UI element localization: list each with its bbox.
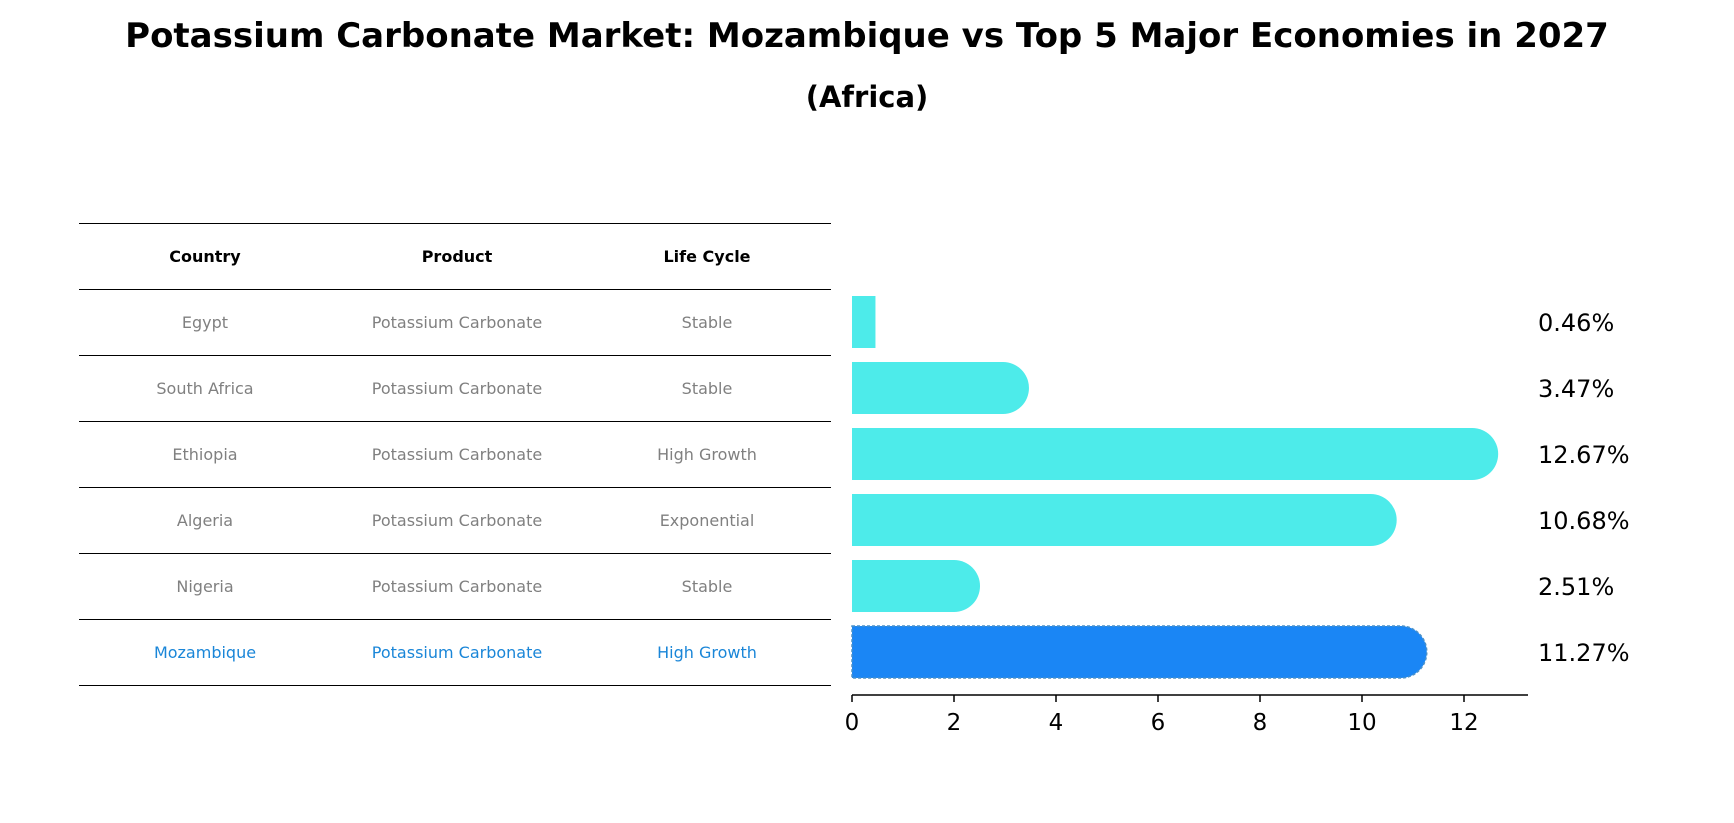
cell-life-cycle: Stable (681, 577, 733, 596)
bar-egypt (852, 296, 876, 348)
value-label: 12.67% (1538, 441, 1630, 469)
value-label: 2.51% (1538, 573, 1614, 601)
value-label: 3.47% (1538, 375, 1614, 403)
x-tick-label: 10 (1347, 710, 1376, 736)
cell-life-cycle: High Growth (657, 643, 757, 662)
header-life-cycle: Life Cycle (663, 247, 751, 266)
value-label: 10.68% (1538, 507, 1630, 535)
cell-life-cycle: High Growth (657, 445, 757, 464)
cell-life-cycle: Stable (681, 313, 733, 332)
cell-country: Mozambique (153, 643, 257, 662)
cell-life-cycle: Stable (681, 379, 733, 398)
table-row: South Africa Potassium Carbonate Stable (79, 355, 831, 421)
chart-subtitle: (Africa) (805, 80, 929, 114)
bar-algeria (852, 494, 1397, 546)
cell-product: Potassium Carbonate (371, 511, 543, 530)
cell-product: Potassium Carbonate (371, 379, 543, 398)
cell-country: Egypt (181, 313, 229, 332)
value-label: 11.27% (1538, 639, 1630, 667)
table-row: Egypt Potassium Carbonate Stable (79, 289, 831, 355)
cell-product: Potassium Carbonate (371, 445, 543, 464)
x-tick-label: 12 (1449, 710, 1478, 736)
cell-product: Potassium Carbonate (371, 577, 543, 596)
x-tick-label: 8 (1253, 710, 1268, 736)
table-row-highlight: Mozambique Potassium Carbonate High Grow… (79, 619, 831, 686)
cell-country: Ethiopia (172, 445, 238, 464)
cell-product: Potassium Carbonate (371, 313, 543, 332)
value-label: 0.46% (1538, 309, 1614, 337)
x-tick-label: 6 (1151, 710, 1166, 736)
x-tick-label: 0 (845, 710, 860, 736)
cell-product: Potassium Carbonate (371, 643, 543, 662)
cell-country: Nigeria (176, 577, 234, 596)
table-row: Nigeria Potassium Carbonate Stable (79, 553, 831, 619)
cell-life-cycle: Exponential (659, 511, 755, 530)
bar-nigeria (852, 560, 981, 612)
x-tick-label: 4 (1049, 710, 1064, 736)
bar-south-africa (852, 362, 1029, 414)
table-row: Ethiopia Potassium Carbonate High Growth (79, 421, 831, 487)
x-tick-label: 2 (947, 710, 962, 736)
chart-title: Potassium Carbonate Market: Mozambique v… (125, 16, 1609, 56)
table-row: Algeria Potassium Carbonate Exponential (79, 487, 831, 553)
cell-country: South Africa (156, 379, 254, 398)
header-product: Product (421, 247, 493, 266)
data-table: Country Product Life Cycle Egypt Potassi… (79, 223, 831, 686)
table-header-row: Country Product Life Cycle (79, 223, 831, 289)
header-country: Country (169, 247, 241, 266)
bar-ethiopia (852, 428, 1499, 480)
bar-mozambique (851, 625, 1428, 679)
cell-country: Algeria (176, 511, 234, 530)
